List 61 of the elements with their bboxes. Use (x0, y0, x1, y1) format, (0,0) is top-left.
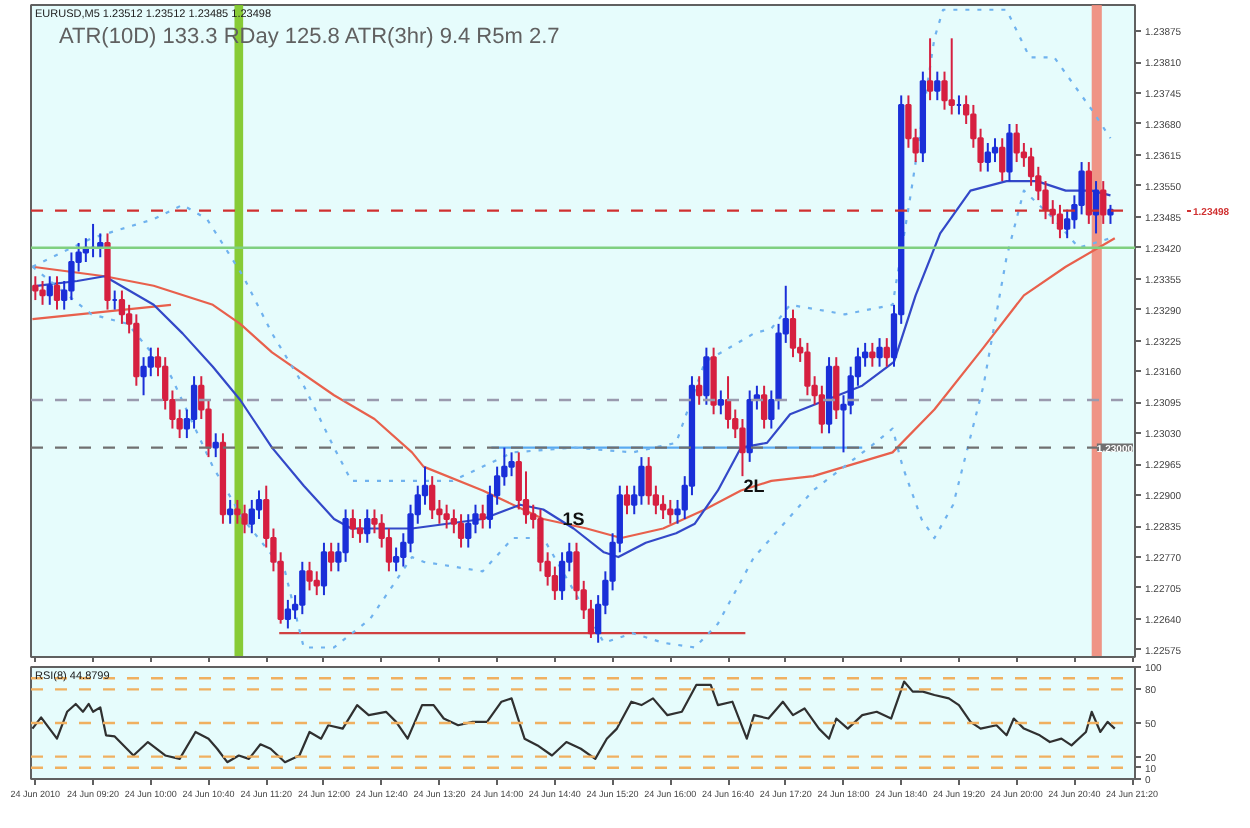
candlestick (320, 541, 328, 597)
candlestick (724, 375, 732, 430)
candlestick (53, 275, 61, 311)
candlestick (1006, 122, 1013, 183)
candlestick (869, 341, 876, 368)
candlestick (696, 375, 703, 406)
candlestick (703, 346, 710, 406)
candlestick (328, 541, 335, 573)
candlestick (739, 418, 746, 478)
candlestick (991, 137, 999, 164)
line-series (31, 680, 1116, 764)
candlestick (248, 498, 255, 535)
candlestick (558, 551, 566, 601)
candlestick (479, 503, 486, 530)
candlestick (508, 451, 515, 478)
candlestick (883, 337, 890, 368)
candlestick (364, 508, 371, 544)
candlestick (212, 432, 219, 459)
candlestick (39, 280, 46, 306)
candlestick (999, 137, 1006, 183)
candlestick (934, 70, 941, 102)
candlestick (140, 356, 147, 397)
candlestick (349, 508, 356, 540)
candlestick (876, 337, 883, 368)
candlestick (429, 475, 436, 520)
candlestick (717, 389, 724, 416)
candlestick (804, 341, 811, 397)
candlestick (342, 508, 349, 563)
candlestick (667, 498, 674, 525)
candlestick (241, 503, 248, 535)
candlestick (948, 37, 955, 116)
candlestick (118, 289, 126, 325)
candlestick (190, 375, 198, 430)
candlestick (789, 308, 797, 359)
candlestick (46, 275, 53, 306)
candlestick (234, 498, 241, 525)
candlestick (1056, 203, 1064, 240)
candlestick (32, 275, 39, 302)
candlestick (760, 384, 768, 430)
candlestick (299, 560, 306, 616)
candlestick (68, 251, 75, 302)
candlestick (710, 346, 717, 416)
candlestick (638, 456, 645, 506)
candlestick (926, 37, 934, 102)
candlestick (1100, 180, 1107, 225)
candlestick (443, 503, 450, 530)
candlestick (645, 456, 652, 506)
candlestick (457, 513, 465, 549)
candlestick (818, 384, 825, 435)
candlestick (465, 513, 472, 549)
candlestick (623, 484, 631, 516)
candlestick (984, 142, 991, 173)
annotation: 1S (562, 508, 585, 529)
candlestick (1013, 122, 1020, 164)
candlestick (306, 560, 313, 592)
candlestick (659, 494, 667, 520)
candlestick (313, 570, 320, 597)
candlestick (833, 356, 840, 421)
candlestick (226, 498, 234, 525)
candlestick (356, 517, 364, 544)
candlestick (284, 598, 292, 630)
